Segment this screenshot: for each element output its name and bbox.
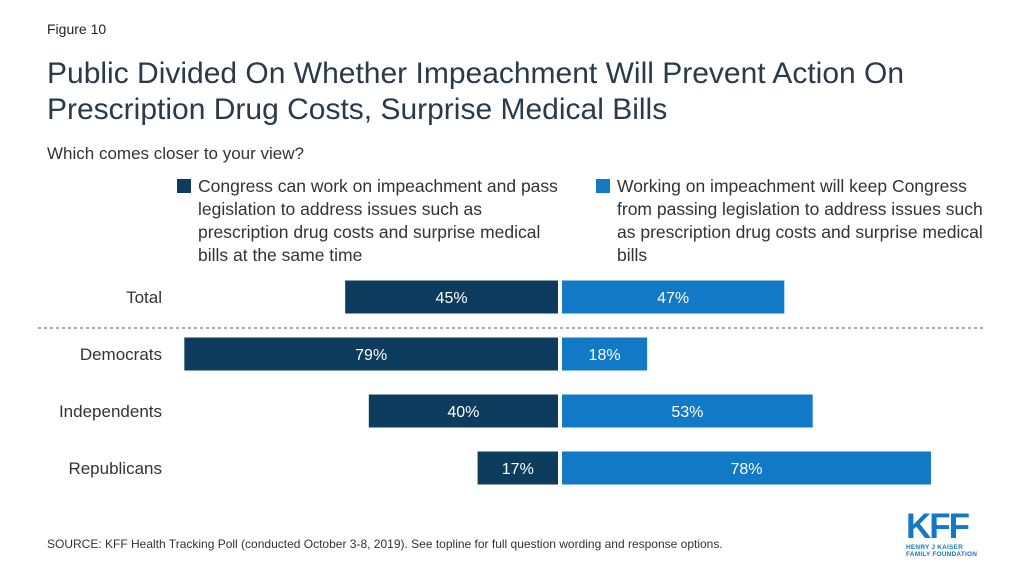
legend-swatch-dark: [177, 179, 191, 193]
logo-org-line-1: HENRY J KAISER: [906, 544, 963, 551]
value-label-keep-from-total: 47%: [657, 290, 689, 307]
kff-logo: KFF HENRY J KAISER FAMILY FOUNDATION: [906, 507, 990, 558]
bar-same-time-independents: [368, 394, 558, 428]
source-note: SOURCE: KFF Health Tracking Poll (conduc…: [47, 537, 723, 551]
bar-keep-from-democrats: [562, 337, 648, 371]
bar-keep-from-independents: [562, 394, 813, 428]
category-label-republicans: Republicans: [68, 459, 162, 478]
logo-wordmark: KFF: [906, 507, 970, 546]
bar-same-time-republicans: [477, 451, 558, 485]
value-label-keep-from-independents: 53%: [671, 404, 703, 421]
figure-label: Figure 10: [47, 21, 107, 37]
bar-same-time-total: [345, 280, 558, 314]
legend-swatch-light: [596, 179, 610, 193]
category-label-democrats: Democrats: [80, 345, 162, 364]
bar-keep-from-total: [562, 280, 785, 314]
bar-keep-from-republicans: [562, 451, 931, 485]
category-label-total: Total: [126, 288, 162, 307]
chart-subtitle: Which comes closer to your view?: [47, 144, 304, 163]
logo-org-line-2: FAMILY FOUNDATION: [906, 551, 978, 558]
value-label-same-time-independents: 40%: [447, 404, 479, 421]
legend-item-keep-from: Working on impeachment will keep Congres…: [596, 175, 986, 267]
legend-label: Congress can work on impeachment and pas…: [198, 176, 558, 265]
value-label-keep-from-republicans: 78%: [730, 461, 762, 478]
legend-item-same-time: Congress can work on impeachment and pas…: [177, 175, 572, 267]
value-label-same-time-republicans: 17%: [502, 461, 534, 478]
value-label-same-time-democrats: 79%: [355, 347, 387, 364]
legend-label: Working on impeachment will keep Congres…: [617, 176, 983, 265]
category-label-independents: Independents: [59, 402, 162, 421]
chart-title: Public Divided On Whether Impeachment Wi…: [47, 57, 905, 126]
bar-same-time-democrats: [184, 337, 558, 371]
value-label-keep-from-democrats: 18%: [589, 347, 621, 364]
value-label-same-time-total: 45%: [436, 290, 468, 307]
